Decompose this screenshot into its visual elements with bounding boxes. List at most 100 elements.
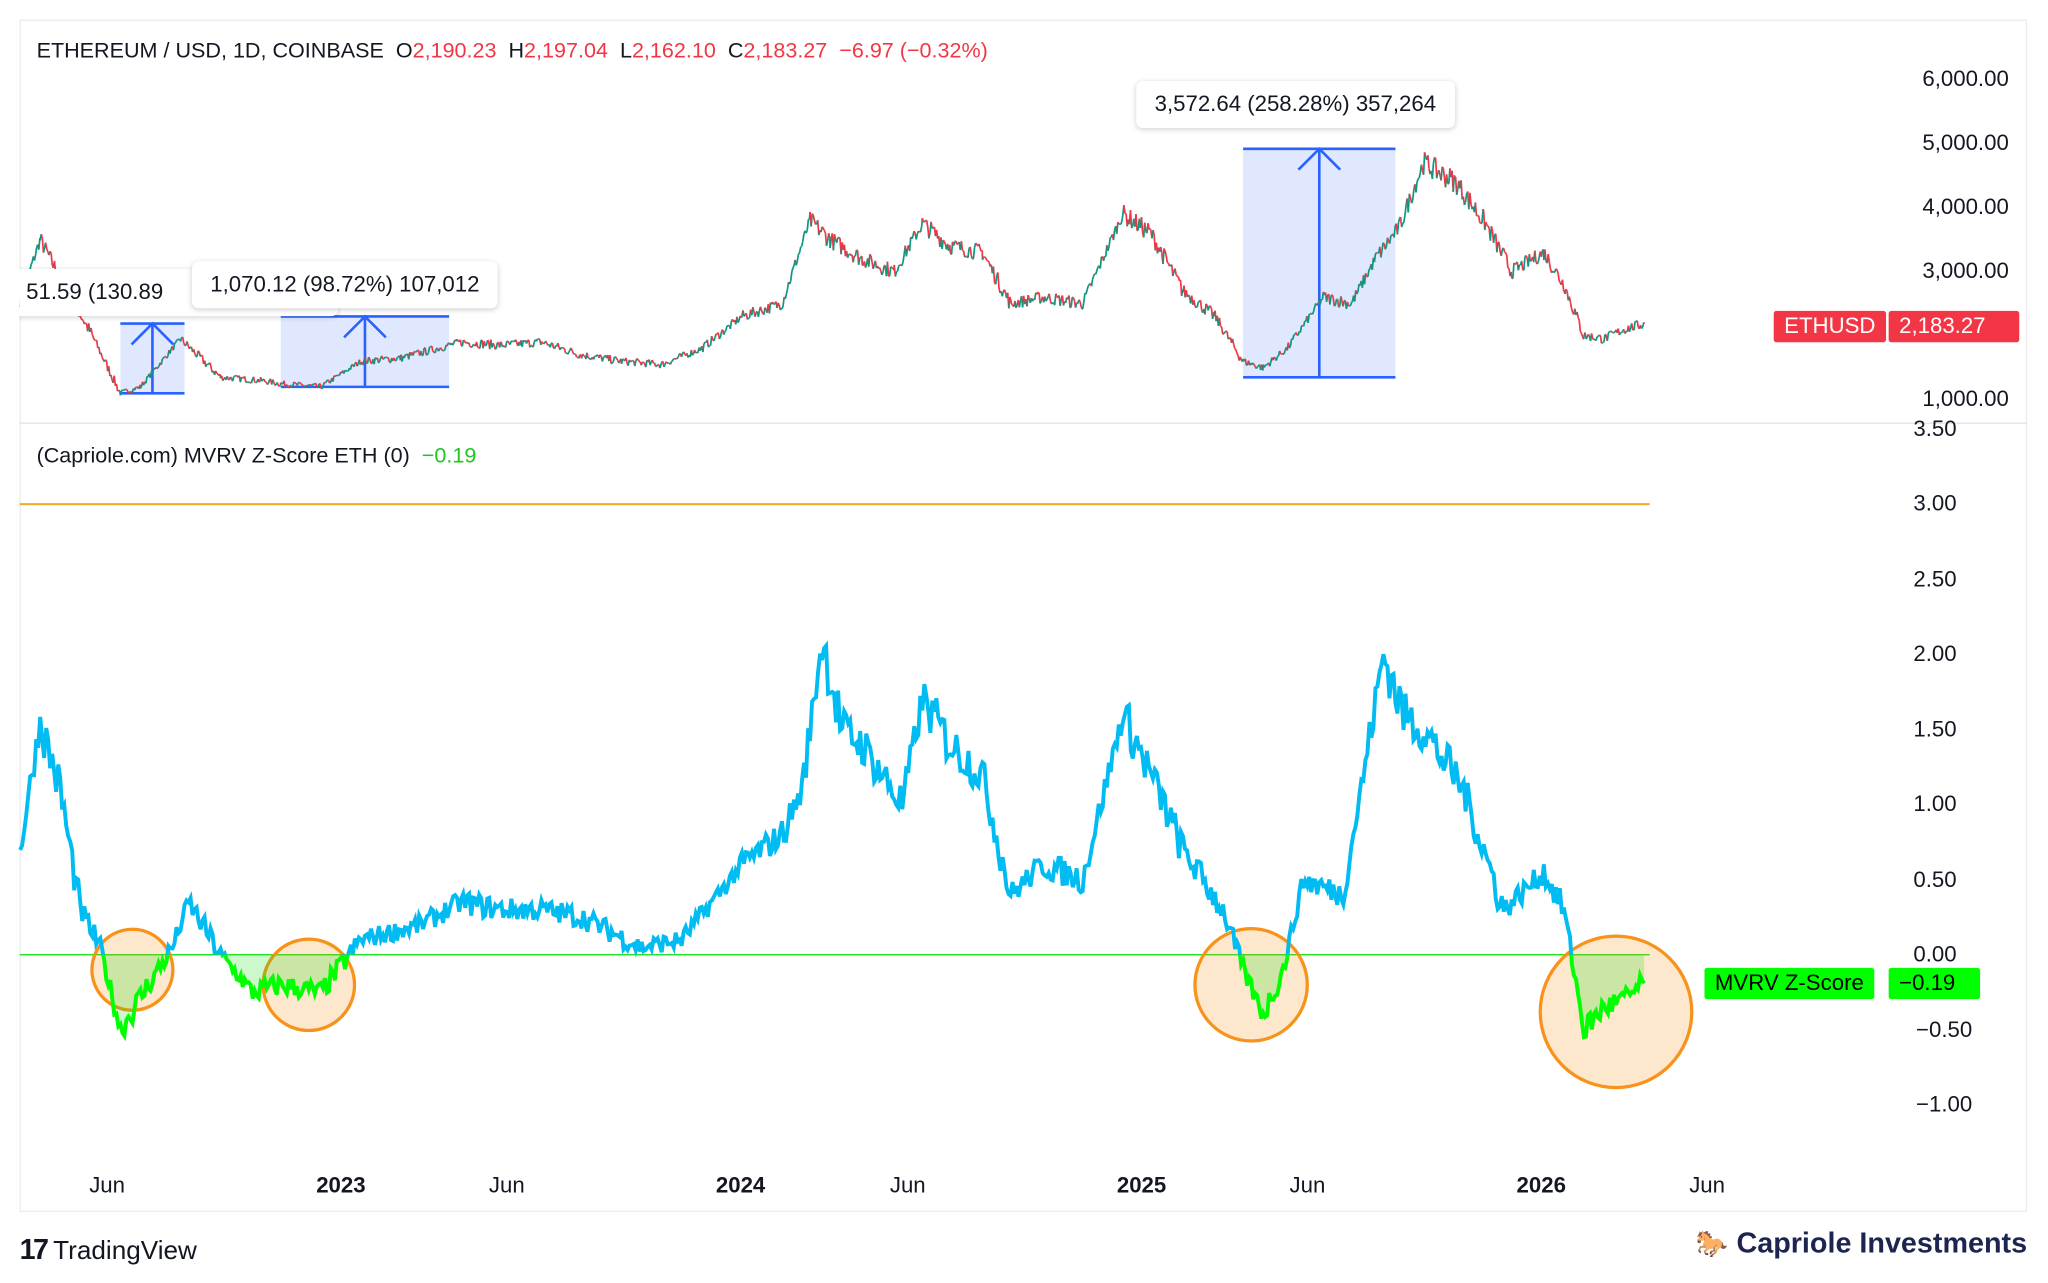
- price-candle: [797, 254, 798, 261]
- price-candle: [583, 354, 584, 356]
- price-candle: [1196, 307, 1197, 308]
- price-candle: [1016, 305, 1017, 308]
- measure-label-2: 1,070.12 (98.72%) 107,012: [192, 261, 498, 308]
- price-candle: [114, 376, 115, 386]
- price-candle: [1256, 367, 1257, 369]
- price-candle: [425, 348, 426, 355]
- price-candle: [986, 258, 987, 260]
- price-candle: [1501, 249, 1502, 256]
- price-candle: [806, 231, 807, 234]
- price-candle: [1419, 172, 1420, 178]
- price-candle: [1503, 248, 1504, 252]
- capriole-logo: 🐎 Capriole Investments: [1696, 1226, 2027, 1260]
- price-candle: [976, 243, 977, 245]
- price-candle: [1004, 290, 1005, 293]
- price-candle: [1391, 235, 1392, 236]
- price-candle: [1554, 272, 1555, 273]
- price-candle: [786, 289, 787, 294]
- price-candle: [774, 304, 775, 305]
- price-candle: [233, 376, 234, 381]
- price-candle: [1164, 248, 1165, 251]
- price-candle: [333, 376, 334, 382]
- price-candle: [1086, 290, 1087, 294]
- price-candle: [1442, 167, 1443, 169]
- price-candle: [715, 334, 716, 338]
- price-candle: [1080, 301, 1081, 306]
- price-candle: [996, 276, 997, 285]
- price-candle: [979, 244, 980, 248]
- symbol-title[interactable]: ETHEREUM / USD, 1D, COINBASE: [37, 39, 384, 63]
- price-candle: [1357, 291, 1358, 294]
- price-candle: [1524, 256, 1525, 270]
- price-candle: [245, 376, 246, 382]
- price-candle: [807, 219, 808, 230]
- price-candle: [812, 214, 813, 216]
- price-candle: [262, 380, 263, 381]
- price-candle: [1079, 300, 1080, 301]
- price-candle: [1405, 206, 1406, 215]
- price-candle: [287, 385, 288, 387]
- price-candle: [387, 357, 388, 358]
- price-candle: [1632, 323, 1633, 330]
- price-candle: [753, 307, 754, 312]
- price-candle: [1368, 270, 1369, 277]
- mvrv-axis-tick: −0.50: [1855, 1017, 1973, 1043]
- price-candle: [712, 336, 713, 340]
- price-candle: [50, 251, 51, 253]
- price-candle: [1537, 263, 1538, 264]
- price-candle: [1351, 301, 1352, 302]
- price-legend: ETHEREUM / USD, 1D, COINBASE O2,190.23 H…: [37, 39, 988, 64]
- tradingview-label: TradingView: [53, 1237, 197, 1266]
- price-candle: [1381, 250, 1382, 257]
- price-candle: [1276, 357, 1277, 361]
- price-candle: [1137, 230, 1138, 231]
- price-candle: [206, 364, 207, 367]
- price-candle: [1611, 331, 1612, 332]
- price-candle: [294, 382, 295, 383]
- price-candle: [883, 266, 884, 272]
- mvrv-axis-tick: 0.50: [1839, 867, 1957, 893]
- mvrv-axis-tick: 2.00: [1839, 641, 1957, 667]
- price-candle: [1317, 304, 1318, 305]
- price-candle: [1604, 334, 1605, 341]
- price-candle: [1398, 218, 1399, 223]
- price-candle: [427, 353, 428, 355]
- price-candle: [758, 310, 759, 317]
- price-candle: [925, 220, 926, 222]
- price-candle: [1234, 344, 1235, 348]
- price-candle: [495, 348, 496, 349]
- tradingview-icon: 17: [20, 1233, 47, 1266]
- price-candle: [1296, 332, 1297, 335]
- price-candle: [778, 303, 779, 305]
- price-candle: [432, 346, 433, 351]
- price-candle: [189, 347, 190, 349]
- price-candle: [572, 350, 573, 353]
- price-candle: [485, 345, 486, 346]
- price-candle: [748, 318, 749, 319]
- tradingview-logo[interactable]: 17 TradingView: [20, 1233, 197, 1267]
- price-candle: [421, 351, 422, 355]
- price-candle: [1294, 334, 1295, 335]
- price-candle: [1620, 332, 1621, 333]
- price-candle: [176, 340, 177, 342]
- price-candle: [870, 254, 871, 256]
- price-candle: [416, 350, 417, 352]
- price-candle: [281, 383, 282, 384]
- price-candle: [320, 384, 321, 388]
- price-candle: [803, 234, 804, 241]
- price-candle: [1394, 226, 1395, 237]
- indicator-title[interactable]: (Capriole.com) MVRV Z-Score ETH (0): [37, 444, 410, 468]
- price-candle: [724, 332, 725, 335]
- price-candle: [508, 341, 509, 343]
- price-candle: [890, 267, 891, 277]
- price-candle: [961, 241, 962, 250]
- price-candle: [162, 358, 163, 359]
- price-candle: [1461, 180, 1462, 199]
- price-candle: [1579, 321, 1580, 332]
- price-candle: [1224, 332, 1225, 333]
- price-candle: [1177, 276, 1178, 277]
- price-candle: [325, 382, 326, 383]
- price-candle: [561, 347, 562, 348]
